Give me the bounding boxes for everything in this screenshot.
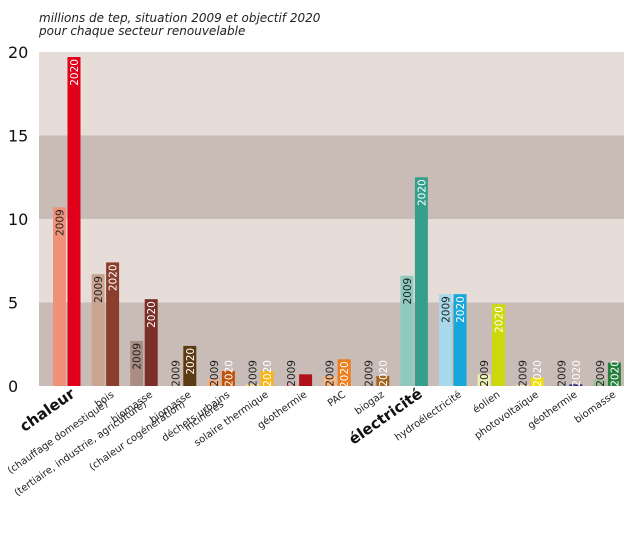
category-label: biomasse bbox=[573, 389, 618, 425]
bar-2009 bbox=[207, 379, 221, 386]
bar-2009-year-label: 2009 bbox=[286, 360, 298, 387]
bar-2009-year-label: 2009 bbox=[556, 360, 568, 387]
bar-2009-year-label: 2009 bbox=[479, 360, 491, 387]
y-tick-label: 10 bbox=[8, 210, 28, 229]
bar-2020 bbox=[144, 299, 158, 386]
bar-2020 bbox=[260, 370, 274, 386]
band-10-15 bbox=[39, 135, 624, 219]
y-tick-label: 0 bbox=[8, 377, 18, 396]
y-tick-label: 20 bbox=[8, 43, 28, 62]
bar-2020-year-label: 2020 bbox=[262, 360, 274, 387]
bar-2009-year-label: 2009 bbox=[363, 360, 375, 387]
bar-2020 bbox=[607, 362, 621, 386]
bar-2020-year-label: 2020 bbox=[108, 264, 120, 291]
bar-2009-year-label: 2009 bbox=[595, 360, 607, 387]
y-tick-label: 15 bbox=[8, 127, 28, 146]
bar-2020 bbox=[376, 375, 390, 386]
bar-2020-year-label: 2020 bbox=[146, 301, 158, 328]
bar-2009-year-label: 2009 bbox=[402, 278, 414, 305]
bar-2020 bbox=[530, 377, 544, 386]
bar-2009-year-label: 2009 bbox=[132, 343, 144, 370]
bar-2009 bbox=[361, 384, 375, 386]
bar-2009 bbox=[246, 384, 259, 386]
bar-group: 2009 bbox=[284, 360, 313, 387]
bar-2009 bbox=[130, 340, 144, 386]
bar-2020 bbox=[414, 177, 428, 386]
bar-2009 bbox=[323, 375, 337, 386]
bar-2009 bbox=[439, 294, 452, 386]
bar-2020-year-label: 2020 bbox=[571, 360, 583, 387]
bar-group: 2009 2020 bbox=[477, 304, 506, 387]
bar-2020-year-label: 2020 bbox=[223, 360, 235, 387]
bar-2009-year-label: 2009 bbox=[441, 296, 453, 323]
chart-subtitle-line-2: pour chaque secteur renouvelable bbox=[38, 24, 245, 38]
bar-2009-year-label: 2009 bbox=[248, 360, 260, 387]
bar-2009 bbox=[477, 374, 491, 386]
bar-group: 2009 2020 bbox=[400, 177, 428, 386]
category-label: photovoltaïque bbox=[473, 389, 541, 441]
bar-2009 bbox=[516, 385, 530, 386]
bar-2020 bbox=[337, 359, 351, 386]
bar-2020 bbox=[299, 374, 313, 386]
bar-2020 bbox=[453, 294, 467, 386]
bar-2020-year-label: 2020 bbox=[455, 296, 467, 323]
band-15-20 bbox=[39, 52, 624, 136]
background-bands bbox=[39, 52, 624, 386]
bar-2009-year-label: 2009 bbox=[55, 209, 67, 236]
category-label: PAC bbox=[326, 389, 348, 409]
bar-2020-year-label: 2020 bbox=[416, 179, 428, 206]
bar-2009 bbox=[91, 274, 105, 386]
bar-2009 bbox=[593, 379, 607, 386]
bar-2020 bbox=[569, 384, 583, 386]
bar-2020 bbox=[106, 262, 120, 386]
band-5-10 bbox=[39, 219, 624, 303]
bar-2020-year-label: 2020 bbox=[378, 360, 390, 387]
chart-subtitle-line-1: millions de tep, situation 2009 et objec… bbox=[39, 11, 321, 25]
y-tick-label: 5 bbox=[8, 294, 18, 313]
category-label: électricité bbox=[345, 385, 425, 449]
chart-subtitle: millions de tep, situation 2009 et objec… bbox=[38, 11, 321, 38]
bar-2020-year-label: 2020 bbox=[185, 348, 197, 375]
bar-2009 bbox=[400, 275, 414, 386]
bar-2020 bbox=[492, 304, 506, 386]
bar-2009-year-label: 2009 bbox=[93, 276, 105, 303]
category-label: éolien bbox=[471, 389, 503, 416]
bar-2009-year-label: 2009 bbox=[170, 360, 182, 387]
bar-2020 bbox=[221, 370, 235, 386]
y-axis: 0 5 10 15 20 bbox=[8, 43, 28, 396]
bar-2020-year-label: 2020 bbox=[339, 361, 351, 388]
x-axis-labels: chaleur bois(chauffage domestique) biomass… bbox=[6, 384, 618, 499]
bar-2020-year-label: 2020 bbox=[69, 59, 81, 86]
bar-2020-year-label: 2020 bbox=[494, 306, 506, 333]
bar-2009 bbox=[53, 207, 66, 386]
bar-2020-year-label: 2020 bbox=[609, 360, 621, 387]
bar-2009-year-label: 2009 bbox=[518, 360, 530, 387]
bar-group: 2009 2020 bbox=[53, 57, 81, 386]
bar-2020 bbox=[183, 345, 197, 386]
bar-group: 2009 2020 bbox=[130, 299, 158, 386]
bar-2009 bbox=[284, 384, 298, 386]
bar-2020 bbox=[67, 57, 81, 386]
bar-2009-year-label: 2009 bbox=[325, 360, 337, 387]
bar-2009-year-label: 2009 bbox=[209, 360, 221, 387]
bar-2020-year-label: 2020 bbox=[532, 360, 544, 387]
